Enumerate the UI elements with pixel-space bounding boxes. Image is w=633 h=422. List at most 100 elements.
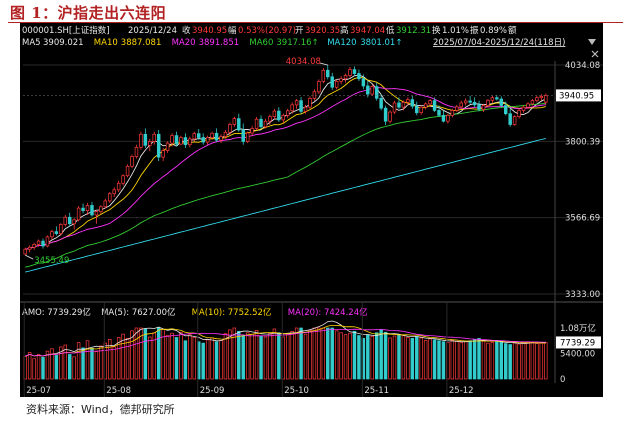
candle-body — [504, 105, 508, 115]
volume-bar — [490, 341, 495, 380]
volume-bar — [459, 342, 463, 380]
candle-body — [334, 81, 339, 88]
date-range-selector[interactable]: 2025/07/04-2025/12/24(118日) — [433, 38, 565, 48]
volume-bar — [32, 358, 36, 380]
candle-body — [268, 116, 272, 122]
volume-bar — [170, 332, 174, 380]
candle-body — [263, 120, 268, 128]
candle-body — [490, 97, 495, 101]
candle-body — [130, 156, 134, 167]
volume-bar — [312, 327, 317, 380]
ma-legend-item: MA120 — [327, 38, 356, 48]
candle-body — [277, 110, 281, 121]
candle-body — [392, 102, 397, 113]
volume-bar — [521, 342, 526, 380]
candle-body — [237, 118, 241, 131]
volume-bar — [139, 327, 143, 380]
volume-bars — [23, 320, 548, 380]
candle-body — [72, 219, 76, 225]
volume-bar — [36, 354, 41, 380]
candle-body — [81, 207, 85, 212]
volume-bar — [455, 340, 459, 380]
candle-body — [179, 137, 183, 145]
volume-legend-item: AMO: 7739.29亿 — [22, 307, 91, 318]
candle-body — [27, 246, 32, 250]
candle-body — [472, 101, 477, 106]
kline-chart[interactable]: 000001.SH[上证指数] 2025/12/24 收 3940.95 幅 0… — [20, 23, 603, 397]
volume-bar — [268, 332, 272, 380]
volume-bar — [357, 335, 361, 380]
amplitude-label: 振 — [470, 25, 479, 36]
title-divider — [8, 22, 623, 23]
candle-body — [374, 86, 379, 99]
candle-body — [379, 97, 383, 109]
ma-legend: MA5 3909.021 MA10 3887.081 MA20 3891.851 MA60 3… — [22, 38, 402, 48]
price-axis: 4034.08 3800.39 3566.69 3333.00 — [554, 61, 600, 302]
candle-body — [317, 81, 321, 93]
candle-body — [508, 113, 512, 125]
candle-body — [245, 132, 250, 142]
triangle-down-icon[interactable] — [588, 39, 596, 45]
volume-bar — [50, 348, 54, 380]
volume-bar — [156, 327, 161, 380]
candle-body — [285, 110, 290, 116]
candle-body — [535, 97, 539, 101]
volume-bar — [179, 331, 183, 380]
volume-bar — [423, 339, 428, 380]
kline-chart-panel[interactable]: 000001.SH[上证指数] 2025/12/24 收 3940.95 幅 0… — [20, 23, 603, 397]
candle-body — [121, 175, 125, 184]
candle-body — [139, 133, 143, 148]
volume-bar — [530, 341, 535, 380]
volume-bar — [121, 333, 125, 380]
open-label: 开 — [295, 26, 304, 36]
candle-body — [450, 110, 455, 116]
volume-ma-10 — [25, 324, 546, 357]
candle-body — [423, 103, 428, 108]
volume-bar — [308, 330, 312, 380]
candle-body — [437, 110, 441, 116]
volume-bar — [330, 327, 334, 380]
volume-bar — [544, 342, 548, 380]
candle-body — [352, 69, 357, 74]
candle-body — [99, 206, 103, 213]
candle-body — [67, 216, 72, 225]
candle-body — [41, 240, 45, 247]
candle-body — [308, 97, 312, 108]
ma-legend-value: 3891.851 — [199, 38, 240, 48]
volume-bar — [339, 332, 343, 380]
amplitude-value: 0.89% — [480, 26, 507, 36]
candle-body — [499, 98, 504, 106]
volume-bar — [321, 327, 326, 380]
candle-body — [410, 99, 415, 107]
candle-body — [223, 131, 228, 137]
volume-bar — [54, 355, 59, 380]
volume-bar — [116, 337, 121, 380]
open-value: 3920.35 — [305, 26, 340, 36]
volume-bar — [165, 335, 170, 380]
volume-bar — [201, 342, 205, 380]
date-tick-label: 25-09 — [200, 386, 225, 396]
volume-bar — [370, 336, 374, 380]
candle-body — [205, 137, 210, 143]
volume-bar — [277, 332, 281, 380]
candle-body — [432, 100, 437, 111]
volume-bar — [263, 336, 268, 380]
close-x-icon[interactable] — [591, 50, 599, 58]
low-value: 3912.31 — [396, 26, 431, 36]
volume-bar — [290, 330, 294, 380]
volume-bar — [250, 333, 254, 380]
candle-body — [388, 111, 392, 122]
volume-bar — [343, 334, 348, 380]
high-value: 3947.04 — [350, 26, 385, 36]
amount-label: 额 — [508, 25, 517, 36]
ma-legend-item: MA60 — [249, 38, 273, 48]
volume-bar — [512, 342, 517, 380]
volume-bar — [406, 337, 410, 380]
candle-body — [188, 138, 192, 146]
close-label: 收 — [182, 25, 191, 36]
volume-bar — [374, 332, 379, 380]
candle-body — [446, 114, 450, 122]
volume-bar — [223, 333, 228, 380]
figure-title: 图 1：沪指走出六连阳 — [10, 4, 167, 22]
volume-bar — [294, 327, 299, 380]
